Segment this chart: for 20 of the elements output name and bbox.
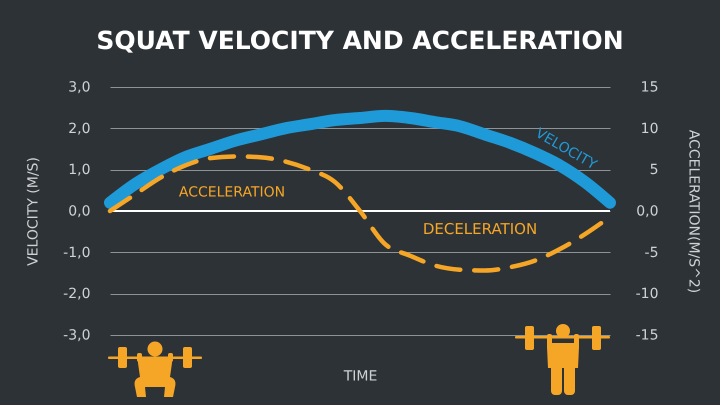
series-label: ACCELERATION [178,184,286,200]
y-tick-label: 0,0 [68,204,90,220]
chart-title: SQUAT VELOCITY AND ACCELERATION [96,26,624,55]
y-axis-title: VELOCITY (M/S) [26,157,42,266]
y2-tick-label: -5 [644,244,658,261]
y-tick-label: 3,0 [68,80,90,96]
x-axis-title: TIME [342,368,378,384]
y-tick-label: -3,0 [63,328,90,344]
y-tick-label: 2,0 [68,120,90,137]
y2-tick-label: 5 [650,162,658,178]
y2-tick-label: -15 [636,328,658,344]
y-tick-label: -2,0 [63,286,90,302]
y2-tick-label: 15 [640,80,658,96]
y2-tick-label: 10 [640,120,658,137]
y2-tick-label: -10 [636,286,658,302]
y2-axis-title: ACCELERATION(M/S^2) [686,130,702,294]
annotation: DECELERATION [422,220,538,238]
y-tick-label: 1,0 [68,162,90,178]
y2-tick-label: 0,0 [636,204,658,220]
y-tick-label: -1,0 [63,244,90,261]
